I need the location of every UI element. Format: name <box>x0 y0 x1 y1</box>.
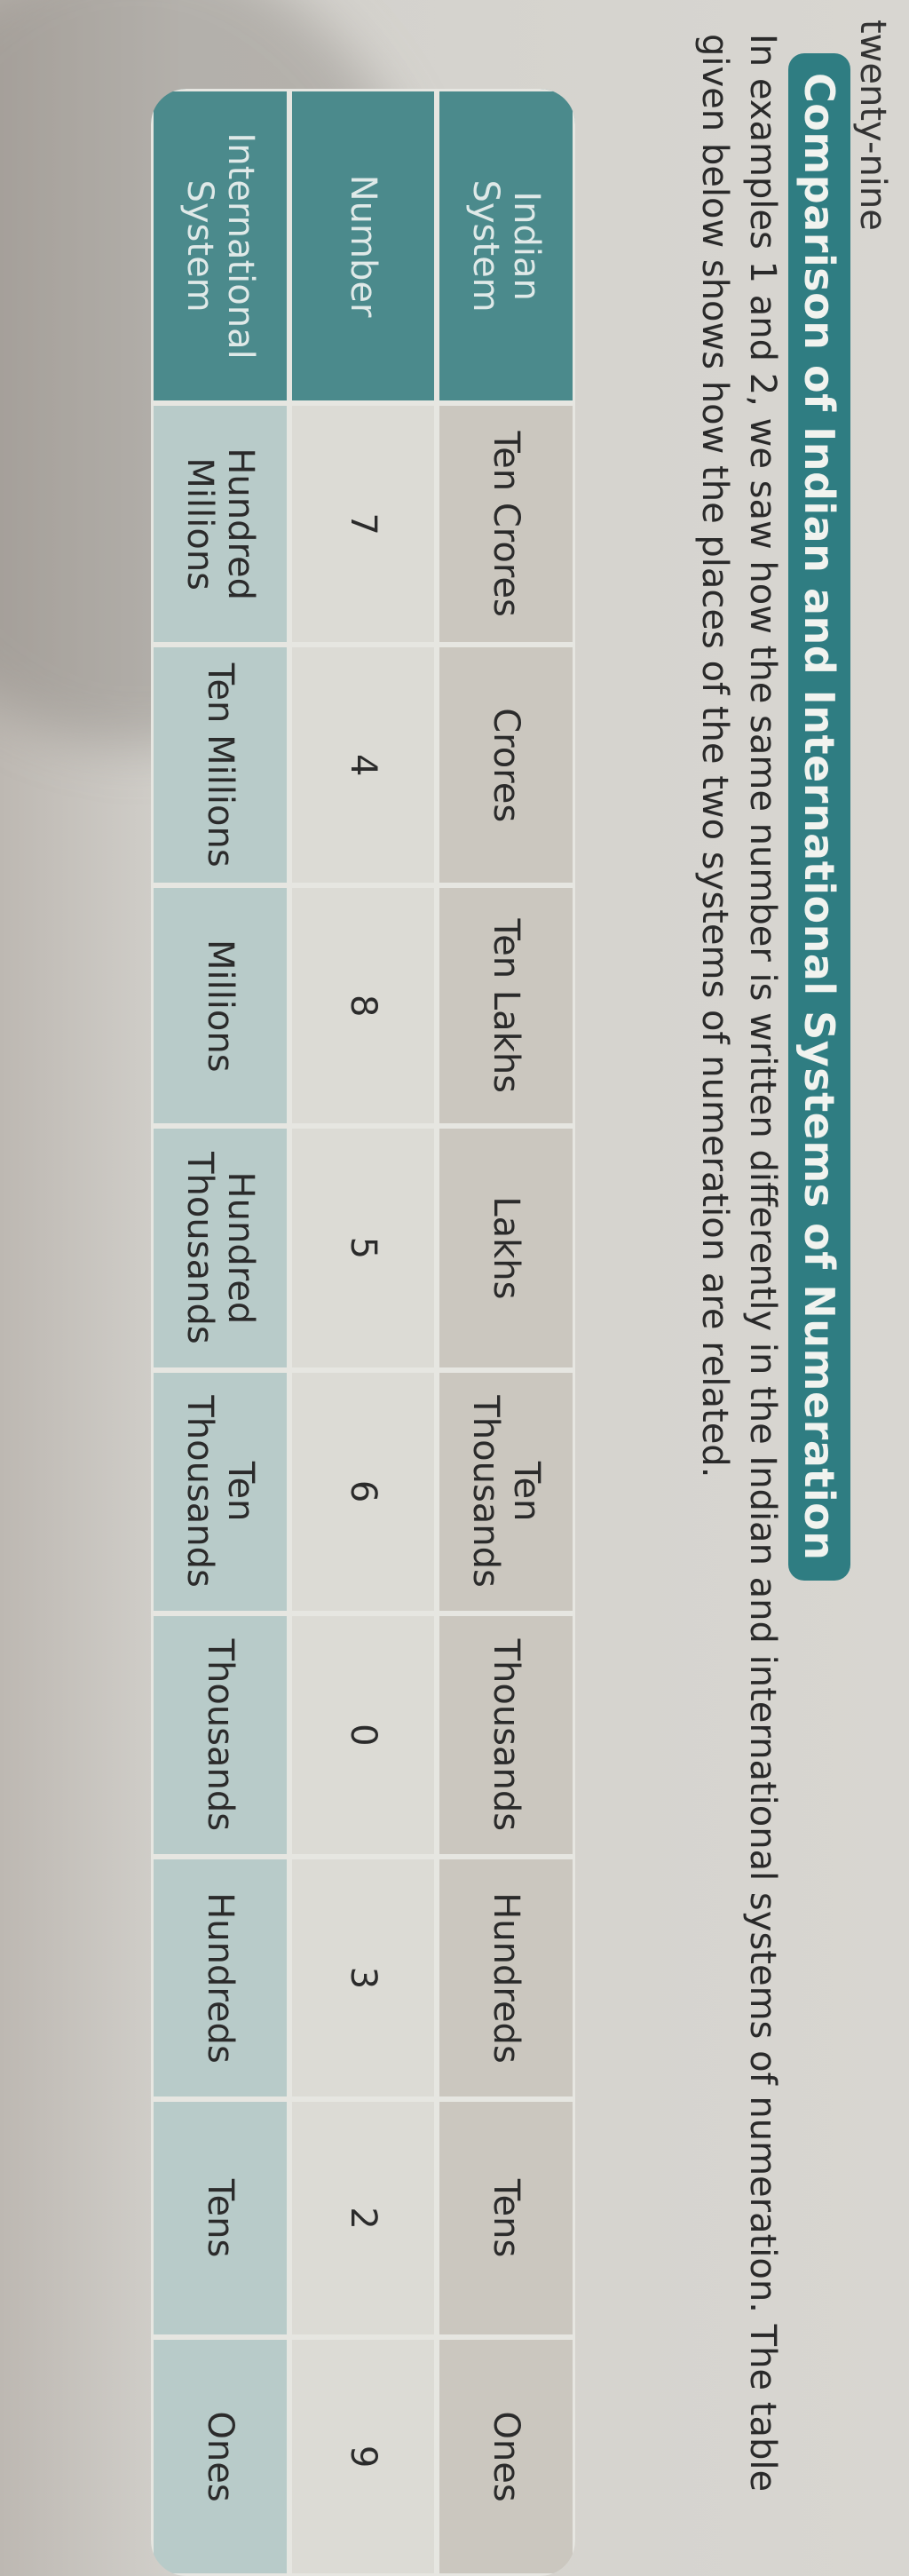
international-system-row: International System Hundred Millions Ten … <box>151 89 289 2576</box>
table-cell: Ones <box>437 2337 575 2576</box>
row-header: International System <box>151 89 289 404</box>
row-header: Indian System <box>437 89 575 404</box>
table-cell: 8 <box>289 885 437 1127</box>
table-cell: Ten Lakhs <box>437 885 575 1127</box>
table-cell: Ten Thousands <box>437 1369 575 1613</box>
table-cell: Millions <box>151 885 289 1127</box>
table-cell: Tens <box>437 2099 575 2338</box>
table-cell: Hundred Millions <box>151 403 289 646</box>
table-cell: 0 <box>289 1613 437 1857</box>
table-cell: Hundreds <box>437 1856 575 2100</box>
intro-paragraph: In examples 1 and 2, we saw how the same… <box>694 34 783 2493</box>
table-cell: Ten Millions <box>151 645 289 886</box>
table-cell: Thousands <box>437 1613 575 1857</box>
table-cell: Crores <box>437 645 575 886</box>
table-cell: 4 <box>289 645 437 886</box>
table-cell: 9 <box>289 2337 437 2576</box>
table-cell: Tens <box>151 2099 289 2338</box>
row-header: Number <box>289 89 437 404</box>
table-cell: 6 <box>289 1369 437 1613</box>
table-cell: Ones <box>151 2337 289 2576</box>
page-number: twenty-nine <box>852 20 893 231</box>
table-cell: Thousands <box>151 1613 289 1857</box>
table-cell: 7 <box>289 403 437 646</box>
table-cell: Ten Thousands <box>151 1369 289 1613</box>
table-cell: Hundred Thousands <box>151 1126 289 1370</box>
section-heading: Comparison of Indian and International S… <box>788 53 850 1581</box>
table-cell: Lakhs <box>437 1126 575 1370</box>
table-cell: 2 <box>289 2099 437 2338</box>
indian-system-row: Indian System Ten Crores Crores Ten Lakhs La… <box>437 89 575 2576</box>
table-cell: Hundreds <box>151 1856 289 2100</box>
table-cell: 3 <box>289 1856 437 2100</box>
table-cell: 5 <box>289 1126 437 1370</box>
place-value-table: Indian System Ten Crores Crores Ten Lakhs La… <box>151 89 575 2576</box>
table-cell: Ten Crores <box>437 403 575 646</box>
number-row: Number 7 4 8 5 6 0 3 2 9 <box>289 89 437 2576</box>
